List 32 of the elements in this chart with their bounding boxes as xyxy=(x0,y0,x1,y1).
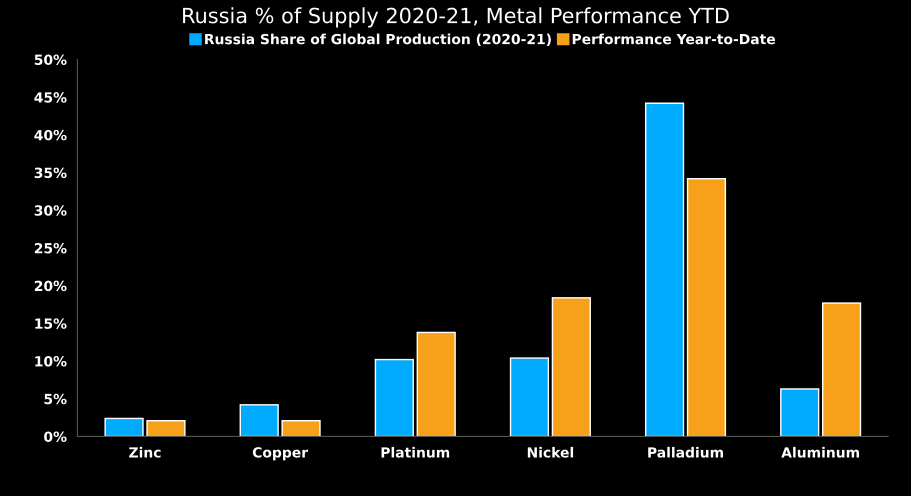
y-tick-label: 50% xyxy=(34,54,67,65)
y-tick-label: 0% xyxy=(44,431,67,442)
bar xyxy=(146,420,186,436)
bar xyxy=(780,388,820,436)
bar xyxy=(644,102,684,436)
bar xyxy=(104,418,144,436)
y-tick-label: 40% xyxy=(34,130,67,140)
legend-label: Performance Year-to-Date xyxy=(572,34,776,44)
x-tick-label: Platinum xyxy=(382,446,450,458)
y-tick-label: 20% xyxy=(34,280,67,292)
bar xyxy=(510,357,550,436)
bar xyxy=(686,178,726,436)
y-tick-label: 30% xyxy=(34,205,67,216)
legend-label: Russia Share of Global Production (2020-21) xyxy=(205,34,551,46)
chart-title: Russia % of Supply 2020-21, Metal Performance YTD xyxy=(183,7,729,28)
bar xyxy=(552,297,591,436)
x-tick-label: Nickel xyxy=(528,446,574,458)
y-tick-label: 25% xyxy=(34,242,67,254)
x-tick-label: Copper xyxy=(252,447,308,460)
x-tick-label: Aluminum xyxy=(781,446,859,458)
y-tick-label: 45% xyxy=(34,92,67,103)
x-tick-label: Palladium xyxy=(648,446,723,458)
bar xyxy=(416,332,456,436)
bar xyxy=(374,358,414,436)
bar xyxy=(240,404,279,436)
x-tick-label: Zinc xyxy=(129,446,161,458)
bar xyxy=(822,302,862,436)
y-tick-label: 35% xyxy=(34,168,67,178)
bar xyxy=(281,420,321,436)
y-tick-label: 5% xyxy=(44,394,67,404)
y-tick-label: 10% xyxy=(35,356,67,367)
y-tick-label: 15% xyxy=(35,318,67,329)
